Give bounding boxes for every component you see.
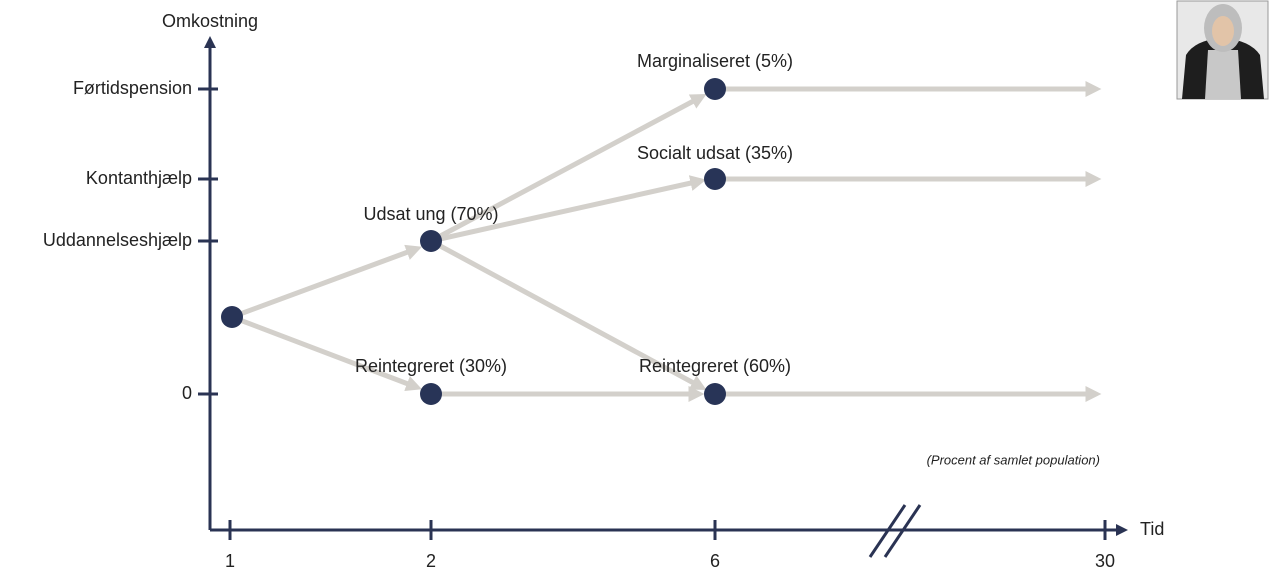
y-tick-label: Førtidspension (73, 78, 192, 98)
node-label: Socialt udsat (35%) (637, 143, 793, 163)
x-axis-label: Tid (1140, 519, 1164, 539)
x-tick-label: 6 (710, 551, 720, 571)
x-tick-label: 30 (1095, 551, 1115, 571)
edges (232, 89, 1095, 394)
x-tick-label: 1 (225, 551, 235, 571)
node-label: Udsat ung (70%) (363, 204, 498, 224)
node-label: Reintegreret (60%) (639, 356, 791, 376)
y-tick-label: Uddannelseshjælp (43, 230, 192, 250)
node-label: Reintegreret (30%) (355, 356, 507, 376)
note: (Procent af samlet population) (927, 452, 1100, 467)
y-axis-label: Omkostning (162, 11, 258, 31)
y-tick-label: Kontanthjælp (86, 168, 192, 188)
x-tick-label: 2 (426, 551, 436, 571)
node-label: Marginaliseret (5%) (637, 51, 793, 71)
y-tick-label: 0 (182, 383, 192, 403)
diagram: Omkostning Tid Førtidspension Kontanthjæ… (0, 0, 1270, 575)
photo (1177, 1, 1268, 99)
